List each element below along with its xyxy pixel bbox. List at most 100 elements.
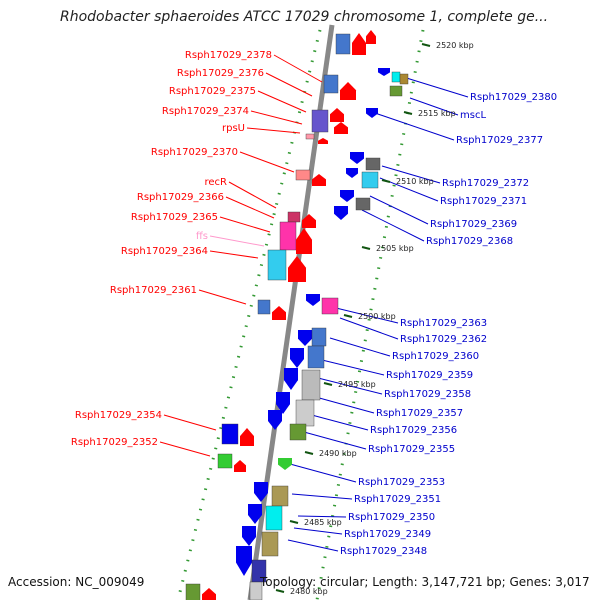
gene-arrow-forward (346, 168, 358, 178)
leader-line-reverse (163, 414, 217, 431)
gene-label-forward: Rsph17029_2380 (470, 92, 557, 103)
gene-arrow-reverse (302, 214, 316, 228)
gene-block (249, 581, 263, 600)
leader-line-forward (381, 165, 441, 184)
gene-block (257, 299, 271, 315)
gene-label-forward: Rsph17029_2353 (358, 477, 445, 488)
leader-line-forward (291, 493, 353, 500)
gene-arrow-forward (248, 504, 262, 524)
tick-label: 2485 kbp (304, 518, 342, 527)
gene-arrow-forward (284, 368, 298, 390)
gene-block (265, 505, 283, 531)
leader-line-forward (371, 111, 455, 141)
leader-line-reverse (159, 441, 211, 457)
leader-line-forward (409, 97, 459, 116)
tick-label: 2490 kbp (319, 449, 357, 458)
leader-line-forward (293, 527, 343, 535)
gene-label-forward: Rsph17029_2363 (400, 318, 487, 329)
tick-mark (304, 451, 314, 455)
leader-line-reverse (273, 54, 323, 83)
reverse-gene-labels: Rsph17029_2378 Rsph17029_2376 Rsph17029_23… (71, 50, 272, 448)
gene-arrow-forward (278, 458, 292, 470)
leader-line-forward (335, 307, 399, 324)
gene-arrow-reverse (318, 138, 328, 144)
gene-arrow-reverse (288, 256, 306, 282)
gene-label-reverse: Rsph17029_2352 (71, 437, 158, 448)
tick-label: 2500 kbp (358, 312, 396, 321)
gene-block (287, 211, 301, 223)
gene-block (307, 345, 325, 369)
outer-ruler (315, 29, 425, 600)
gene-label-reverse: Rsph17029_2378 (185, 50, 272, 61)
tick-label: 2510 kbp (396, 177, 434, 186)
gene-label-reverse: recR (205, 177, 228, 188)
gene-block (311, 109, 329, 133)
gene-block (335, 33, 351, 55)
gene-block (389, 85, 403, 97)
tick-label: 2495 kbp (338, 380, 376, 389)
genome-summary: Topology: circular; Length: 3,147,721 bp… (260, 575, 590, 589)
gene-label-forward: Rsph17029_2359 (386, 370, 473, 381)
gene-arrow-forward (236, 546, 252, 576)
gene-arrow-forward (242, 526, 256, 546)
gene-label-forward: Rsph17029_2348 (340, 546, 427, 557)
gene-block (323, 74, 339, 94)
tick-mark (275, 589, 285, 593)
tick-mark (323, 382, 333, 386)
gene-label-forward: Rsph17029_2355 (368, 444, 455, 455)
gene-block (267, 249, 287, 281)
leader-line-reverse (219, 216, 271, 233)
gene-block (261, 531, 279, 557)
gene-label-forward: Rsph17029_2360 (392, 351, 479, 362)
leader-line-forward (339, 317, 399, 340)
gene-arrow-forward (276, 392, 290, 414)
tick-label: 2480 kbp (290, 587, 328, 596)
gene-arrow-forward (350, 152, 364, 164)
gene-block (301, 369, 321, 401)
gene-arrow-reverse (340, 82, 356, 100)
leader-line-reverse (209, 235, 265, 247)
tick-mark (381, 179, 391, 183)
tick-mark (343, 314, 353, 318)
gene-block (289, 423, 307, 441)
gene-label-forward: Rsph17029_2368 (426, 236, 513, 247)
leader-line-forward (311, 395, 375, 414)
leader-line-forward (289, 463, 357, 483)
gene-arrow-reverse (272, 306, 286, 320)
guide (240, 60, 290, 600)
leader-line-forward (321, 359, 385, 376)
gene-arrow-forward (290, 348, 304, 368)
gene-label-reverse: ffs (196, 231, 208, 242)
tick-mark (289, 520, 299, 524)
gene-block (221, 423, 239, 445)
leader-line-forward (303, 431, 367, 450)
tick-label: 2515 kbp (418, 109, 456, 118)
gene-label-forward: Rsph17029_2349 (344, 529, 431, 540)
tick-mark (361, 246, 371, 250)
leader-line-reverse (225, 196, 275, 219)
gene-arrow-reverse (202, 588, 216, 600)
leader-line-forward (297, 515, 347, 518)
leader-line-reverse (250, 110, 303, 125)
leader-line-forward (307, 413, 369, 431)
gene-arrow-reverse (296, 228, 312, 254)
gene-label-forward: Rsph17029_2377 (456, 135, 543, 146)
gene-arrow-forward (306, 294, 320, 306)
gene-block (217, 453, 233, 469)
map-title: Rhodobacter sphaeroides ATCC 17029 chrom… (60, 9, 549, 25)
gene-block (271, 485, 289, 507)
gene-block (185, 583, 201, 600)
leader-lines (159, 54, 469, 552)
gene-label-forward: Rsph17029_2362 (400, 334, 487, 345)
accession-text: Accession: NC_009049 (8, 575, 145, 589)
leader-line-forward (317, 377, 383, 395)
gene-arrow-forward (268, 410, 282, 430)
gene-arrow-reverse (312, 174, 326, 186)
gene-features (185, 30, 409, 600)
gene-label-reverse: Rsph17029_2354 (75, 410, 162, 421)
gene-label-forward: Rsph17029_2358 (384, 389, 471, 400)
leader-line-reverse (239, 151, 295, 173)
gene-arrow-forward (366, 108, 378, 118)
gene-arrow-forward (298, 330, 312, 346)
gene-label-reverse: Rsph17029_2361 (110, 285, 197, 296)
